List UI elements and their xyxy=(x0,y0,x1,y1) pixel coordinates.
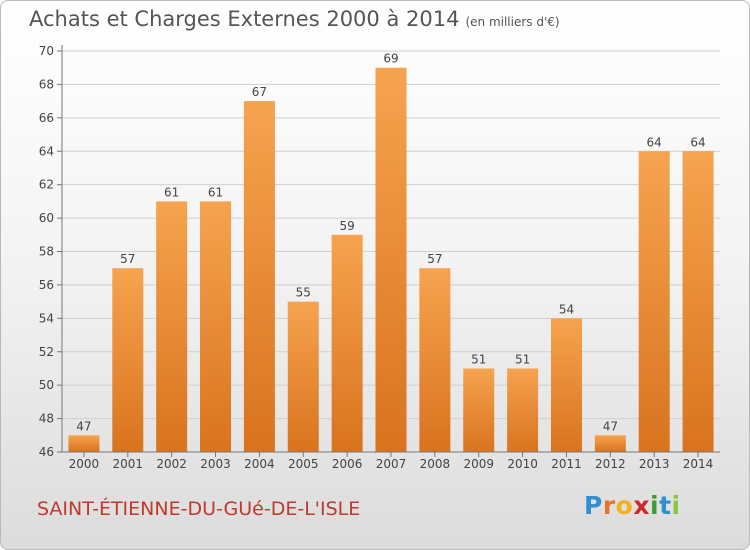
y-tick-label: 46 xyxy=(39,445,54,459)
bar xyxy=(594,435,626,452)
town-name: SAINT-ÉTIENNE-DU-GUé-DE-L'ISLE xyxy=(37,498,361,520)
bar xyxy=(200,201,232,452)
data-label: 51 xyxy=(515,352,530,366)
y-tick-label: 70 xyxy=(39,44,54,58)
proxiti-logo: Proxiti xyxy=(584,491,681,520)
y-tick-label: 56 xyxy=(39,278,54,292)
y-tick-label: 48 xyxy=(39,412,54,426)
data-label: 61 xyxy=(208,185,223,199)
bar xyxy=(375,67,407,452)
y-tick-label: 54 xyxy=(39,311,54,325)
bar xyxy=(156,201,188,452)
bar xyxy=(507,368,539,452)
logo-letter: i xyxy=(671,491,681,520)
y-tick-label: 52 xyxy=(39,345,54,359)
bar xyxy=(682,151,714,452)
chart-title: Achats et Charges Externes 2000 à 2014 (e… xyxy=(29,7,560,31)
y-tick-label: 64 xyxy=(39,144,54,158)
title-text: Achats et Charges Externes 2000 à 2014 xyxy=(29,7,460,31)
bar xyxy=(638,151,670,452)
data-label: 67 xyxy=(252,85,267,99)
x-tick-label: 2013 xyxy=(639,457,670,471)
data-label: 57 xyxy=(120,252,135,266)
data-label: 64 xyxy=(647,135,662,149)
x-tick-label: 2005 xyxy=(288,457,319,471)
x-tick-label: 2007 xyxy=(376,457,407,471)
data-label: 59 xyxy=(339,219,354,233)
data-label: 69 xyxy=(383,52,398,66)
bar xyxy=(419,268,451,452)
x-tick-label: 2002 xyxy=(156,457,187,471)
x-tick-label: 2006 xyxy=(332,457,363,471)
data-label: 54 xyxy=(559,302,574,316)
x-tick-label: 2008 xyxy=(420,457,451,471)
data-label: 61 xyxy=(164,185,179,199)
logo-letter: x xyxy=(633,491,650,520)
data-label: 51 xyxy=(471,352,486,366)
logo-letter: o xyxy=(615,491,634,520)
y-tick-label: 68 xyxy=(39,77,54,91)
bar xyxy=(550,318,582,452)
data-label: 57 xyxy=(427,252,442,266)
unit-label: (en milliers d'€) xyxy=(465,15,560,29)
x-tick-label: 2000 xyxy=(69,457,100,471)
bar xyxy=(243,101,275,452)
data-label: 55 xyxy=(296,286,311,300)
logo-letter: i xyxy=(650,491,660,520)
x-tick-label: 2001 xyxy=(113,457,144,471)
x-tick-label: 2009 xyxy=(463,457,494,471)
x-tick-label: 2012 xyxy=(595,457,626,471)
logo-letter: r xyxy=(602,491,616,520)
y-tick-label: 58 xyxy=(39,245,54,259)
bar xyxy=(112,268,144,452)
bar xyxy=(463,368,495,452)
logo-letter: t xyxy=(659,491,672,520)
y-tick-label: 66 xyxy=(39,111,54,125)
y-tick-label: 62 xyxy=(39,178,54,192)
x-tick-label: 2014 xyxy=(683,457,714,471)
bar xyxy=(68,435,100,452)
x-tick-label: 2003 xyxy=(200,457,231,471)
logo-letter: P xyxy=(584,491,603,520)
y-tick-label: 60 xyxy=(39,211,54,225)
x-tick-label: 2011 xyxy=(551,457,582,471)
bar xyxy=(331,234,363,452)
data-label: 64 xyxy=(690,135,705,149)
data-label: 47 xyxy=(603,419,618,433)
data-label: 47 xyxy=(76,419,91,433)
y-tick-label: 50 xyxy=(39,378,54,392)
bar xyxy=(287,301,319,452)
x-tick-label: 2010 xyxy=(507,457,538,471)
x-tick-label: 2004 xyxy=(244,457,275,471)
